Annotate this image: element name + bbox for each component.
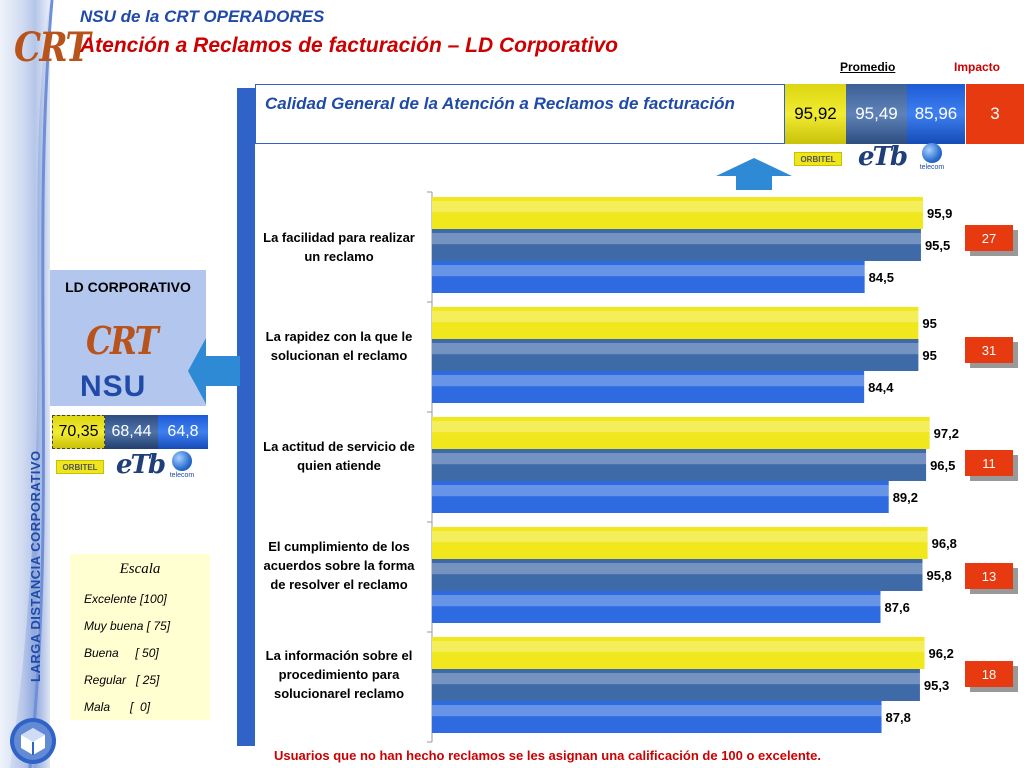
impacto-label: Impacto <box>954 60 1001 74</box>
summary-impact-value: 3 <box>966 84 1024 144</box>
impact-badge: 18 <box>965 661 1013 687</box>
telecom-logo: telecom <box>912 143 952 171</box>
bar-value-label: 95,8 <box>926 568 951 583</box>
bar-value-label: 87,8 <box>886 710 911 725</box>
bar-series-0 <box>432 307 919 339</box>
up-arrow-icon <box>716 158 792 190</box>
bar-series-0 <box>432 637 925 669</box>
scale-item-mala: Mala [ 0] <box>84 700 151 714</box>
page-title: Atención a Reclamos de facturación – LD … <box>80 34 618 57</box>
category-label: El cumplimiento de los acuerdos sobre la… <box>263 539 415 592</box>
scale-item-muy-buena: Muy buena [ 75] <box>84 619 171 633</box>
header-subtitle: NSU de la CRT OPERADORES <box>80 7 325 26</box>
bar-series-2 <box>432 371 865 403</box>
bar-series-1 <box>432 559 923 591</box>
ld-crt-logo: CRT <box>86 318 159 363</box>
category-label: La facilidad para realizar un reclamo <box>263 230 415 264</box>
bar-value-label: 95 <box>922 316 936 331</box>
bar-value-label: 96,5 <box>930 458 955 473</box>
bar-highlight <box>432 201 924 213</box>
category-label: La información sobre el procedimiento pa… <box>265 648 413 701</box>
bar-series-2 <box>432 481 889 513</box>
ld-telecom-logo: telecom <box>162 451 202 479</box>
category-label: La rapidez con la que le solucionan el r… <box>265 329 413 363</box>
ld-panel-title: LD CORPORATIVO <box>65 279 191 295</box>
summary-telecom-value: 85,96 <box>907 84 965 144</box>
crt-logo: CRT <box>14 24 91 71</box>
impact-badge: 31 <box>965 337 1013 363</box>
ld-telecom-logo-text: telecom <box>169 472 195 479</box>
bar-highlight <box>432 531 928 543</box>
bar-series-1 <box>432 339 919 371</box>
bar-highlight <box>432 705 882 717</box>
bar-value-label: 84,5 <box>869 270 894 285</box>
bar-series-2 <box>432 701 882 733</box>
category-label: La actitud de servicio de quien atiende <box>263 439 415 473</box>
left-arrow-icon <box>188 338 240 404</box>
bar-highlight <box>432 233 921 245</box>
summary-box <box>255 84 785 144</box>
bar-series-1 <box>432 669 920 701</box>
ld-etb-logo: eTb <box>116 450 166 480</box>
bar-highlight <box>432 485 889 497</box>
footnote: Usuarios que no han hecho reclamos se le… <box>274 748 821 763</box>
scale-title: Escala <box>119 561 161 577</box>
bar-highlight <box>432 375 865 387</box>
bar-value-label: 96,2 <box>929 646 954 661</box>
cube-logo-icon <box>10 718 56 764</box>
promedio-label: Promedio <box>840 60 896 74</box>
left-decorative-band <box>0 0 50 768</box>
impact-badge: 13 <box>965 563 1013 589</box>
main-vertical-bar <box>237 88 255 746</box>
ld-orbitel-value: 70,35 <box>52 415 105 449</box>
etb-logo: eTb <box>858 142 908 172</box>
bar-value-label: 84,4 <box>868 380 894 395</box>
impact-badge: 11 <box>965 450 1013 476</box>
left-band-swoosh <box>0 0 54 768</box>
summary-etb-value: 95,49 <box>846 84 907 144</box>
bar-value-label: 89,2 <box>893 490 918 505</box>
bar-series-0 <box>432 527 928 559</box>
scale-item-excelente: Excelente [100] <box>84 592 167 606</box>
bar-series-1 <box>432 229 921 261</box>
bar-series-1 <box>432 449 927 481</box>
bar-value-label: 95,5 <box>925 238 950 253</box>
bar-value-label: 95,3 <box>924 678 949 693</box>
scale-item-buena: Buena [ 50] <box>84 646 159 660</box>
bar-highlight <box>432 563 923 575</box>
ld-telecom-value: 64,8 <box>158 415 208 449</box>
ld-corporativo-panel <box>50 270 206 406</box>
bar-highlight <box>432 421 930 433</box>
bar-value-label: 96,8 <box>932 536 957 551</box>
impact-badge: 27 <box>965 225 1013 251</box>
bar-series-0 <box>432 417 930 449</box>
globe-icon <box>922 143 942 163</box>
ld-nsu-logo: NSU <box>80 370 147 403</box>
bar-value-label: 97,2 <box>934 426 959 441</box>
bar-highlight <box>432 343 919 355</box>
summary-title: Calidad General de la Atención a Reclamo… <box>265 94 735 113</box>
bar-highlight <box>432 641 925 653</box>
ld-orbitel-logo: ORBITEL <box>56 460 104 474</box>
bar-series-2 <box>432 591 881 623</box>
ld-etb-value: 68,44 <box>105 415 158 449</box>
bar-value-label: 95,9 <box>927 206 952 221</box>
bar-value-label: 87,6 <box>885 600 910 615</box>
orbitel-logo: ORBITEL <box>794 152 842 166</box>
scale-box <box>70 554 210 720</box>
bar-series-2 <box>432 261 865 293</box>
bar-highlight <box>432 673 920 685</box>
bar-highlight <box>432 453 927 465</box>
bar-highlight <box>432 265 865 277</box>
bar-highlight <box>432 595 881 607</box>
telecom-logo-text: telecom <box>919 164 945 171</box>
bar-highlight <box>432 311 919 323</box>
side-label: LARGA DISTANCIA CORPORATIVO <box>28 450 43 682</box>
scale-item-regular: Regular [ 25] <box>84 673 160 687</box>
bar-series-0 <box>432 197 924 229</box>
summary-orbitel-value: 95,92 <box>785 84 846 144</box>
bar-value-label: 95 <box>922 348 936 363</box>
globe-icon <box>172 451 192 471</box>
